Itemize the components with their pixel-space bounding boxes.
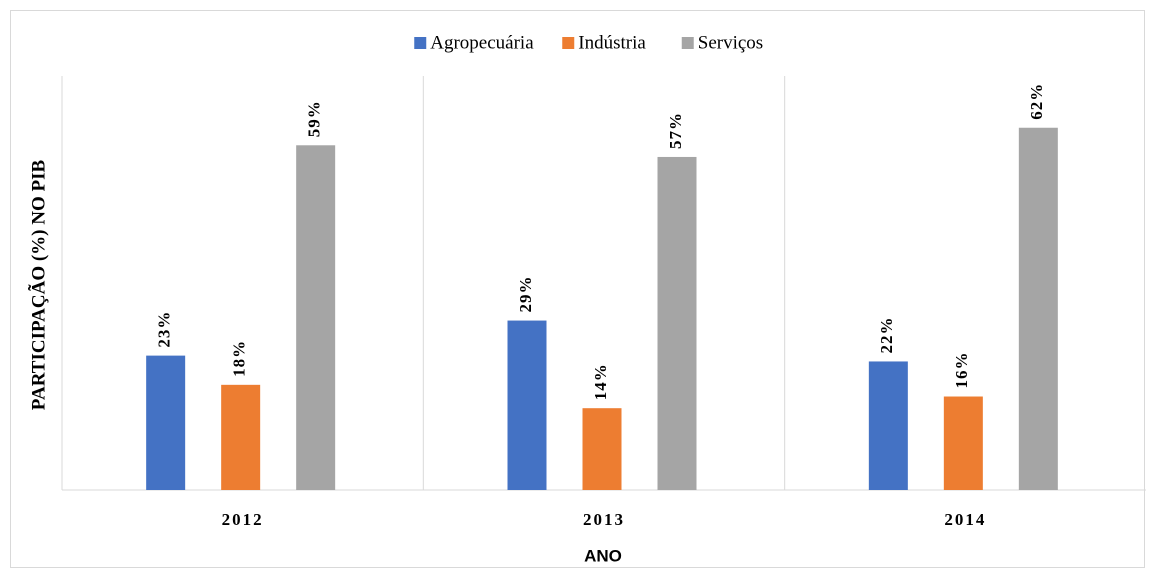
- bar: [582, 408, 622, 490]
- bar: [943, 396, 983, 490]
- legend-swatch: [562, 37, 575, 49]
- bar: [146, 355, 186, 490]
- legend-swatch: [414, 37, 427, 49]
- bar: [296, 145, 336, 490]
- data-label: 23%: [155, 311, 174, 348]
- legend-label: Indústria: [578, 32, 646, 53]
- x-tick-label: 2013: [583, 510, 625, 529]
- data-label: 62%: [1027, 83, 1046, 120]
- legend-swatch: [681, 37, 694, 49]
- data-label: 22%: [877, 316, 896, 353]
- data-label: 18%: [230, 340, 249, 377]
- bar: [868, 361, 908, 490]
- legend-label: Agropecuária: [430, 32, 534, 53]
- y-axis-title: PARTICIPAÇÃO (%) NO PIB: [27, 159, 49, 410]
- bar: [1018, 127, 1058, 490]
- bar: [657, 156, 697, 490]
- data-label: 57%: [666, 112, 685, 149]
- data-label: 29%: [516, 276, 535, 313]
- legend-label: Serviços: [698, 32, 763, 53]
- data-label: 59%: [305, 100, 324, 137]
- x-tick-label: 2012: [222, 510, 264, 529]
- x-axis-title: ANO: [584, 546, 622, 565]
- bar: [221, 384, 261, 490]
- x-tick-label: 2014: [944, 510, 986, 529]
- data-label: 14%: [591, 363, 610, 400]
- bar: [507, 320, 547, 490]
- data-label: 16%: [952, 352, 971, 389]
